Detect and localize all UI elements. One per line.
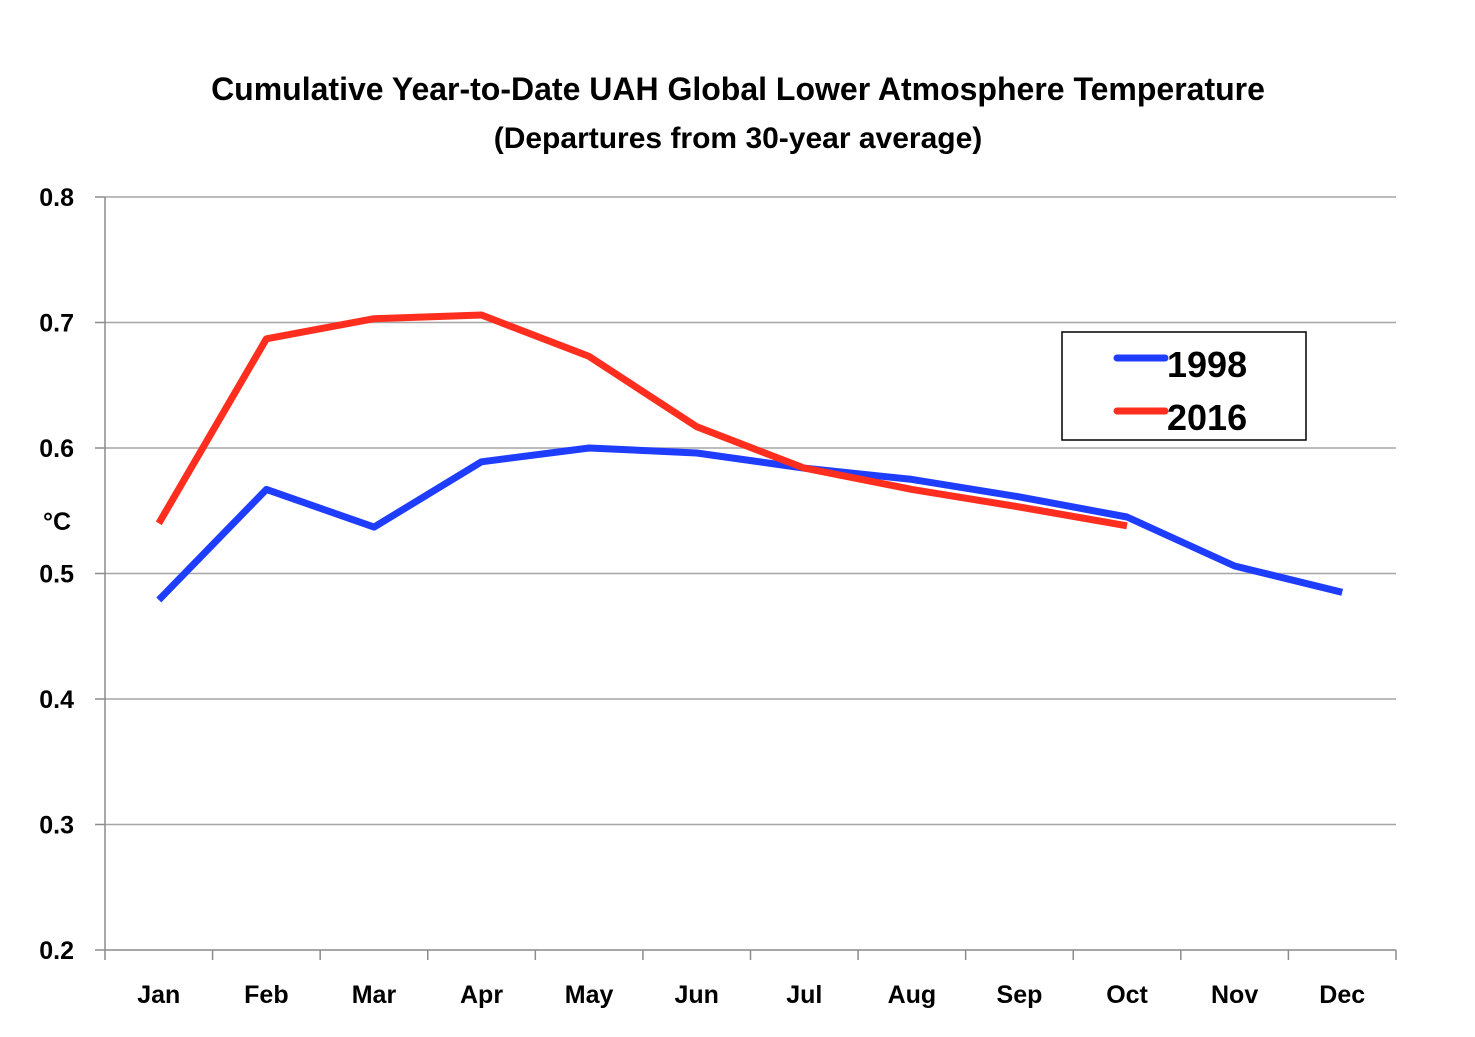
x-tick-label-jan: Jan [137,981,180,1009]
y-tick-label: 0.8 [39,184,74,212]
y-tick-label: 0.7 [39,310,74,338]
y-tick-label: 0.4 [39,686,74,714]
x-tick-label-mar: Mar [352,981,397,1009]
y-tick-label: 0.6 [39,435,74,463]
data-series [155,311,1344,603]
x-tick-label-dec: Dec [1319,981,1365,1009]
x-tick-label-jul: Jul [786,981,822,1009]
y-tick-label: 0.5 [39,561,74,589]
y-axis-label: °C [43,508,71,536]
axes: 0.2 0.3 0.4 0.5 0.6 0.7 0.8 Jan Feb Mar Apr May Jun J… [39,184,1397,1009]
x-tick-label-apr: Apr [460,981,503,1009]
y-tick-label: 0.3 [39,812,74,840]
legend-box [1061,331,1307,441]
x-tick-label-jun: Jun [674,981,718,1009]
x-tick-label-may: May [565,981,614,1009]
series-line-2016 [155,311,1128,530]
legend-label-2016: 2016 [1167,397,1247,438]
x-tick-label-feb: Feb [244,981,288,1009]
chart-subtitle: (Departures from 30-year average) [494,122,983,155]
legend: 1998 2016 [1061,331,1307,441]
y-tick-label: 0.2 [39,937,74,965]
series-line-1998 [156,444,1344,603]
x-tick-label-nov: Nov [1211,981,1258,1009]
gridlines [105,196,1396,826]
legend-label-1998: 1998 [1167,344,1247,385]
chart-title: Cumulative Year-to-Date UAH Global Lower… [211,71,1265,107]
x-tick-label-sep: Sep [997,981,1043,1009]
x-tick-label-oct: Oct [1106,981,1148,1009]
x-tick-label-aug: Aug [888,981,937,1009]
